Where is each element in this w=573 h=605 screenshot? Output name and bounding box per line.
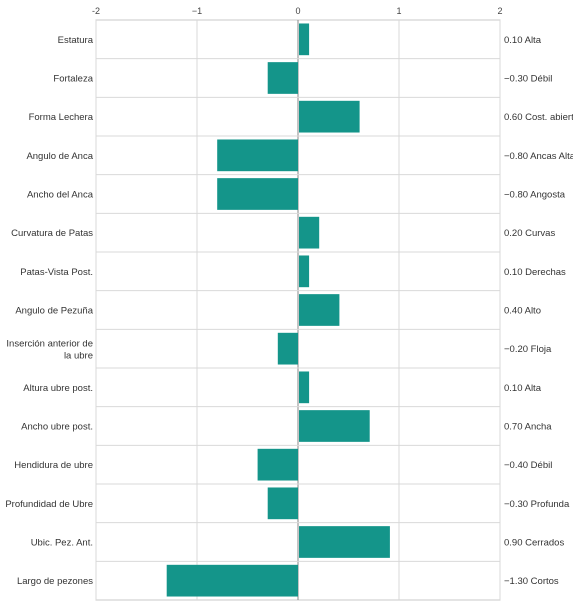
- value-label: −0.80 Angosta: [504, 190, 566, 201]
- bar: [217, 178, 298, 210]
- value-label: −0.30 Débil: [504, 74, 552, 85]
- value-label: 0.90 Cerrados: [504, 538, 564, 549]
- grid-lines: [95, 19, 501, 601]
- value-label: 0.10 Derechas: [504, 267, 566, 278]
- category-label: Angulo de Pezuña: [15, 306, 93, 317]
- bar: [299, 255, 310, 288]
- value-label: −0.80 Ancas Altas: [504, 151, 573, 162]
- bars: [166, 23, 390, 597]
- x-tick-label: -2: [92, 6, 100, 16]
- value-label: −0.30 Profunda: [504, 499, 570, 510]
- value-label: 0.20 Curvas: [504, 228, 555, 239]
- bar: [299, 216, 320, 249]
- category-label: Inserción anterior de la ubre: [6, 339, 93, 362]
- category-label: Ancho ubre post.: [21, 422, 93, 433]
- value-label: −0.20 Floja: [504, 344, 552, 355]
- category-label: Ancho del Anca: [27, 190, 94, 201]
- bar: [299, 23, 310, 56]
- value-label: 0.40 Alto: [504, 306, 541, 317]
- bar: [217, 139, 298, 172]
- bar: [299, 410, 370, 442]
- x-tick-label: 1: [396, 6, 401, 16]
- bar: [166, 564, 298, 597]
- bar: [299, 294, 340, 326]
- x-tick-label: 0: [295, 6, 300, 16]
- x-tick-label: −1: [192, 6, 202, 16]
- category-label: Estatura: [58, 35, 94, 46]
- value-label: 0.10 Alta: [504, 35, 542, 46]
- value-label: −0.40 Débil: [504, 460, 552, 471]
- value-label: −1.30 Cortos: [504, 576, 559, 587]
- x-tick-label: 2: [497, 6, 502, 16]
- bar: [299, 100, 360, 133]
- category-label: Patas-Vista Post.: [20, 267, 93, 278]
- category-label: Largo de pezones: [17, 576, 93, 587]
- category-label: Altura ubre post.: [23, 383, 93, 394]
- category-label: Hendidura de ubre: [14, 460, 93, 471]
- category-label: Profundidad de Ubre: [5, 499, 93, 510]
- category-label: Fortaleza: [53, 74, 93, 85]
- category-labels: Estatura Fortaleza Forma Lechera Angulo de …: [5, 35, 93, 587]
- category-label: Angulo de Anca: [26, 151, 93, 162]
- category-label: Curvatura de Patas: [11, 228, 93, 239]
- bar: [277, 332, 298, 365]
- category-label: Forma Lechera: [29, 112, 94, 123]
- bar: [257, 448, 298, 481]
- bar: [299, 526, 390, 558]
- bar: [267, 62, 298, 94]
- value-label: 0.70 Ancha: [504, 422, 552, 433]
- x-axis-ticks: -2 −1 0 1 2: [92, 6, 503, 16]
- bar: [267, 487, 298, 520]
- value-label: 0.10 Alta: [504, 383, 542, 394]
- value-labels: 0.10 Alta −0.30 Débil 0.60 Cost. abierto −0…: [504, 35, 573, 587]
- value-label: 0.60 Cost. abierto: [504, 112, 573, 123]
- bar: [299, 371, 310, 404]
- category-label: Ubic. Pez. Ant.: [31, 538, 93, 549]
